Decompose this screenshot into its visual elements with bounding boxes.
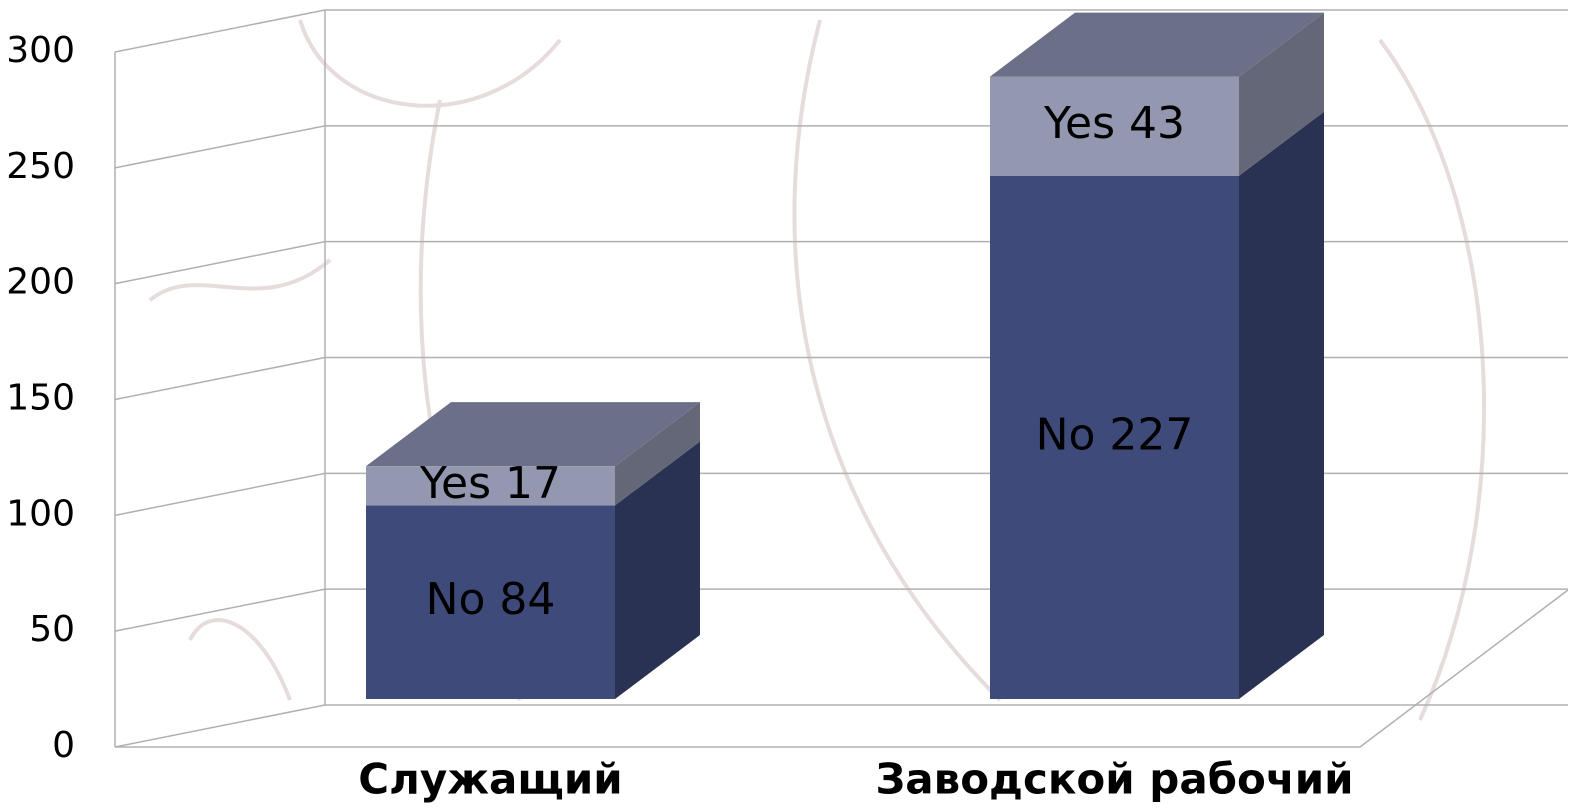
y-tick-label: 0 xyxy=(52,725,75,766)
y-tick-label: 250 xyxy=(6,146,75,187)
y-tick-label: 200 xyxy=(6,262,75,303)
data-label: No 227 xyxy=(1036,409,1194,460)
bar-segment-side xyxy=(1239,111,1324,699)
bar-segment xyxy=(366,466,615,506)
bar-segment xyxy=(990,175,1239,699)
floor-edge xyxy=(115,589,1569,748)
y-tick-label: 100 xyxy=(6,493,75,534)
bar-segment xyxy=(990,76,1239,176)
bar-segment xyxy=(366,505,615,699)
data-label: No 84 xyxy=(426,574,556,625)
y-tick-label: 300 xyxy=(6,30,75,71)
bar-top xyxy=(990,12,1324,77)
grid-line xyxy=(114,240,1568,285)
y-tick-label: 150 xyxy=(6,378,75,419)
data-label: Yes 17 xyxy=(419,458,561,509)
x-tick-label: Служащий xyxy=(358,755,622,804)
grid-line xyxy=(114,704,1568,748)
bar-segment-side xyxy=(615,441,700,699)
x-tick-label: Заводской рабочий xyxy=(875,755,1353,804)
bar-segment-side xyxy=(1239,12,1324,176)
bar-segment-side xyxy=(615,402,700,506)
data-label: Yes 43 xyxy=(1043,98,1185,149)
y-tick-label: 50 xyxy=(29,609,75,650)
grid-line xyxy=(114,9,1568,53)
bar-top xyxy=(366,402,700,467)
grid-line xyxy=(114,125,1568,169)
grid-line xyxy=(114,588,1568,632)
grid-line xyxy=(114,472,1568,517)
grid-line xyxy=(114,356,1568,401)
